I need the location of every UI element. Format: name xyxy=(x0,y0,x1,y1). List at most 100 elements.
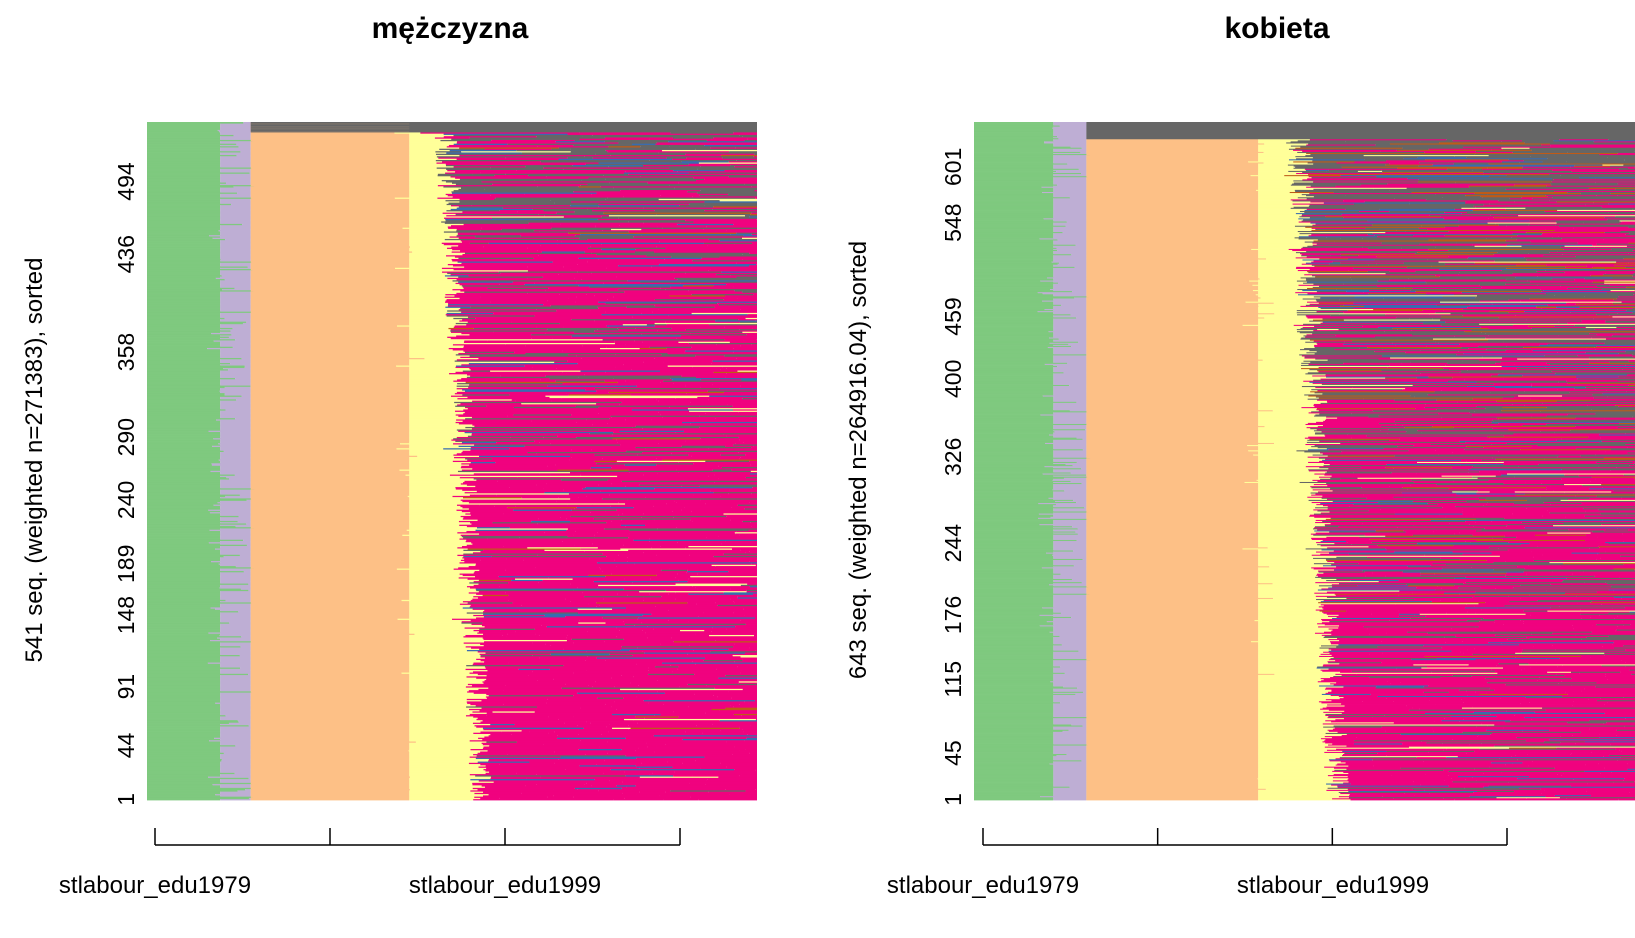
state-segment xyxy=(670,664,757,667)
state-segment xyxy=(688,172,757,174)
state-segment xyxy=(409,480,465,483)
state-segment xyxy=(147,214,221,217)
state-segment xyxy=(409,561,460,564)
state-segment xyxy=(409,481,464,484)
sequence-row xyxy=(147,749,757,752)
state-segment xyxy=(739,321,757,323)
state-segment xyxy=(507,415,611,417)
state-segment xyxy=(147,397,221,400)
state-segment xyxy=(594,454,638,456)
sequence-row xyxy=(147,523,757,525)
state-segment xyxy=(250,234,410,237)
state-segment xyxy=(409,160,443,163)
state-segment xyxy=(409,590,479,593)
state-segment xyxy=(409,574,463,577)
sequence-row xyxy=(147,380,757,382)
state-segment xyxy=(483,610,547,613)
state-segment xyxy=(601,733,748,736)
state-segment xyxy=(248,673,251,676)
state-segment xyxy=(749,752,757,755)
state-segment xyxy=(452,279,609,282)
state-segment xyxy=(147,205,221,208)
sequence-row xyxy=(147,693,757,696)
state-segment xyxy=(526,397,562,400)
sequence-row xyxy=(147,390,757,392)
state-segment xyxy=(461,150,571,153)
state-segment xyxy=(220,540,251,543)
state-segment xyxy=(220,652,251,654)
state-segment xyxy=(597,218,757,221)
state-segment xyxy=(147,782,252,785)
state-segment xyxy=(705,412,757,415)
state-segment xyxy=(557,239,720,242)
state-segment xyxy=(147,608,216,610)
state-segment xyxy=(687,580,757,583)
state-segment xyxy=(445,218,598,221)
state-segment xyxy=(147,154,237,157)
state-segment xyxy=(1258,789,1327,791)
state-segment xyxy=(250,692,410,694)
state-segment xyxy=(409,336,448,338)
sequence-row xyxy=(147,408,757,411)
state-segment xyxy=(147,368,229,371)
sequence-row xyxy=(147,752,757,755)
state-segment xyxy=(220,531,251,534)
state-segment xyxy=(459,497,571,500)
state-segment xyxy=(467,435,558,437)
state-segment xyxy=(409,693,487,696)
state-segment xyxy=(409,533,480,535)
sequence-row xyxy=(147,536,757,539)
state-segment xyxy=(147,620,221,623)
state-segment xyxy=(409,452,457,455)
state-segment xyxy=(485,764,580,767)
state-segment xyxy=(220,697,251,699)
state-segment xyxy=(250,772,410,775)
state-segment xyxy=(409,328,451,331)
state-segment xyxy=(478,583,571,585)
state-segment xyxy=(610,505,654,508)
state-segment xyxy=(147,135,221,138)
state-segment xyxy=(409,595,474,598)
state-segment xyxy=(1476,779,1539,782)
state-segment xyxy=(250,733,410,736)
state-segment xyxy=(465,685,593,688)
state-segment xyxy=(477,596,644,599)
state-segment xyxy=(643,551,746,554)
state-segment xyxy=(250,288,410,291)
sequence-row xyxy=(147,548,757,550)
state-segment xyxy=(464,411,536,414)
state-segment xyxy=(496,441,540,444)
state-segment xyxy=(624,172,689,174)
state-segment xyxy=(713,694,757,697)
state-segment xyxy=(466,376,579,379)
state-segment xyxy=(250,417,410,420)
state-segment xyxy=(250,222,410,224)
state-segment xyxy=(147,401,221,404)
state-segment xyxy=(563,215,602,218)
state-segment xyxy=(447,169,517,172)
state-segment xyxy=(663,380,757,382)
state-segment xyxy=(250,738,410,741)
state-segment xyxy=(409,424,473,426)
state-segment xyxy=(409,134,454,137)
state-segment xyxy=(697,573,757,575)
state-segment xyxy=(456,142,619,144)
state-segment xyxy=(682,421,757,424)
state-segment xyxy=(466,525,626,528)
state-segment xyxy=(409,321,468,323)
state-segment xyxy=(595,226,658,228)
sequence-row xyxy=(147,731,757,733)
state-segment xyxy=(409,341,464,343)
state-segment xyxy=(602,338,725,341)
state-segment xyxy=(225,495,251,498)
state-segment xyxy=(625,737,747,739)
state-segment xyxy=(720,495,757,498)
sequence-row xyxy=(147,381,757,384)
sequence-row xyxy=(147,642,757,644)
sequence-row xyxy=(147,758,757,761)
state-segment xyxy=(744,183,757,186)
state-segment xyxy=(472,608,578,610)
state-segment xyxy=(567,535,719,538)
state-segment xyxy=(722,157,757,159)
state-segment xyxy=(409,713,470,716)
